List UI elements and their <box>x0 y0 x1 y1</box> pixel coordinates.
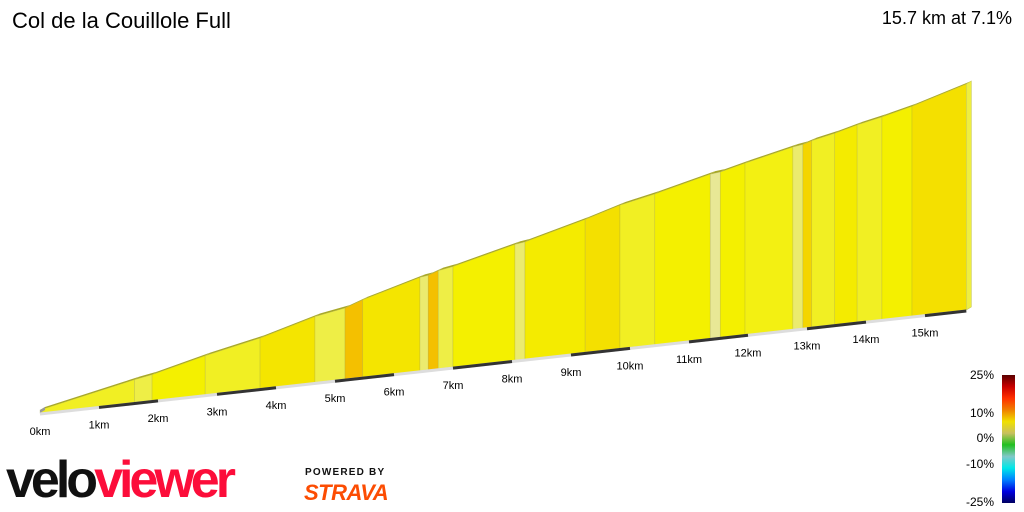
x-tick-label: 5km <box>325 393 346 405</box>
profile-top-edge <box>260 313 320 339</box>
profile-top-edge <box>362 274 425 300</box>
x-tick-label: 10km <box>617 360 644 372</box>
gradient-segment <box>654 173 711 345</box>
profile-top-edge <box>453 241 520 267</box>
gradient-segment <box>792 144 804 330</box>
gradient-segment <box>344 299 364 380</box>
profile-top-edge <box>345 296 368 308</box>
gradient-segment <box>151 355 206 401</box>
profile-side-face <box>965 80 972 311</box>
gradient-segment <box>259 316 316 389</box>
gradient-segment <box>314 307 346 383</box>
gradient-segment <box>619 193 656 349</box>
profile-top-edge <box>40 376 140 410</box>
x-tick-label: 1km <box>89 419 110 431</box>
profile-top-edge <box>134 371 158 380</box>
km-bar <box>334 373 395 383</box>
gradient-segment <box>514 241 526 361</box>
gradient-segment <box>362 276 421 378</box>
profile-top-edge <box>881 103 918 117</box>
legend-label: 0% <box>976 431 994 445</box>
km-bar <box>452 360 513 370</box>
veloviewer-logo[interactable]: veloviewer <box>6 451 236 509</box>
gradient-segment <box>524 218 586 360</box>
profile-top-edge <box>438 263 458 271</box>
profile-top-edge <box>792 141 808 147</box>
profile-top-edge <box>720 160 751 172</box>
profile-top-edge <box>745 143 798 164</box>
x-tick-label: 2km <box>148 413 169 425</box>
gradient-legend-bar <box>1002 375 1015 503</box>
logo-text: viewer <box>94 451 236 509</box>
gradient-segment <box>744 146 794 335</box>
profile-top-edge <box>152 352 211 375</box>
x-tick-label: 8km <box>502 374 523 386</box>
powered-by-label: POWERED BY <box>305 467 386 478</box>
gradient-segment <box>419 274 429 372</box>
x-tick-label: 3km <box>207 406 228 418</box>
x-tick-label: 13km <box>794 341 821 353</box>
gradient-segment <box>427 270 439 371</box>
profile-top-edge <box>912 81 972 107</box>
gradient-segment <box>834 124 858 325</box>
profile-top-edge <box>524 216 591 242</box>
gradient-segment <box>811 132 836 328</box>
profile-top-edge <box>802 137 817 145</box>
logo-text: velo <box>6 451 98 509</box>
x-tick-label: 9km <box>561 367 582 379</box>
profile-top-edge <box>811 130 840 141</box>
x-tick-label: 4km <box>266 400 287 412</box>
gradient-segment <box>856 116 883 323</box>
gradient-segment <box>802 140 813 329</box>
legend-label: 10% <box>969 406 994 420</box>
gradient-segment <box>881 105 913 320</box>
profile-top-edge <box>314 304 351 317</box>
legend-label: -25% <box>965 495 994 509</box>
km-bar <box>924 309 967 318</box>
chart-title: Col de la Couillole Full <box>12 8 231 33</box>
profile-top-edge <box>205 335 266 356</box>
x-tick-label: 6km <box>384 387 405 399</box>
strava-logo[interactable]: STRAVA <box>304 480 389 505</box>
gradient-segment <box>437 266 454 370</box>
x-tick-label: 11km <box>676 354 702 366</box>
x-tick-label: 15km <box>912 328 939 340</box>
km-bar <box>216 386 277 396</box>
profile-top-edge <box>654 171 716 194</box>
x-tick-label: 0km <box>30 426 51 438</box>
km-bar <box>570 346 631 357</box>
profile-top-edge <box>419 272 434 278</box>
x-tick-label: 7km <box>443 380 464 392</box>
profile-top-edge <box>710 168 726 175</box>
km-bar <box>688 333 749 344</box>
x-tick-label: 14km <box>853 334 880 346</box>
profile-top-edge <box>857 113 887 125</box>
profile-top-edge <box>428 267 444 276</box>
profile-start-cap <box>40 407 45 413</box>
climb-summary: 15.7 km at 7.1% <box>881 8 1012 28</box>
legend-label: -10% <box>965 457 994 471</box>
profile-top-edge <box>619 190 660 206</box>
km-bar <box>98 399 159 409</box>
gradient-segment <box>584 204 621 353</box>
legend-label: 25% <box>969 368 994 382</box>
profile-top-edge <box>585 202 625 220</box>
x-tick-label: 12km <box>735 347 762 359</box>
km-bar <box>806 320 867 331</box>
gradient-segment <box>719 162 746 338</box>
profile-top-edge <box>514 238 530 245</box>
gradient-segment <box>911 83 967 317</box>
gradient-segment <box>709 171 721 339</box>
profile-top-edge <box>834 121 863 134</box>
